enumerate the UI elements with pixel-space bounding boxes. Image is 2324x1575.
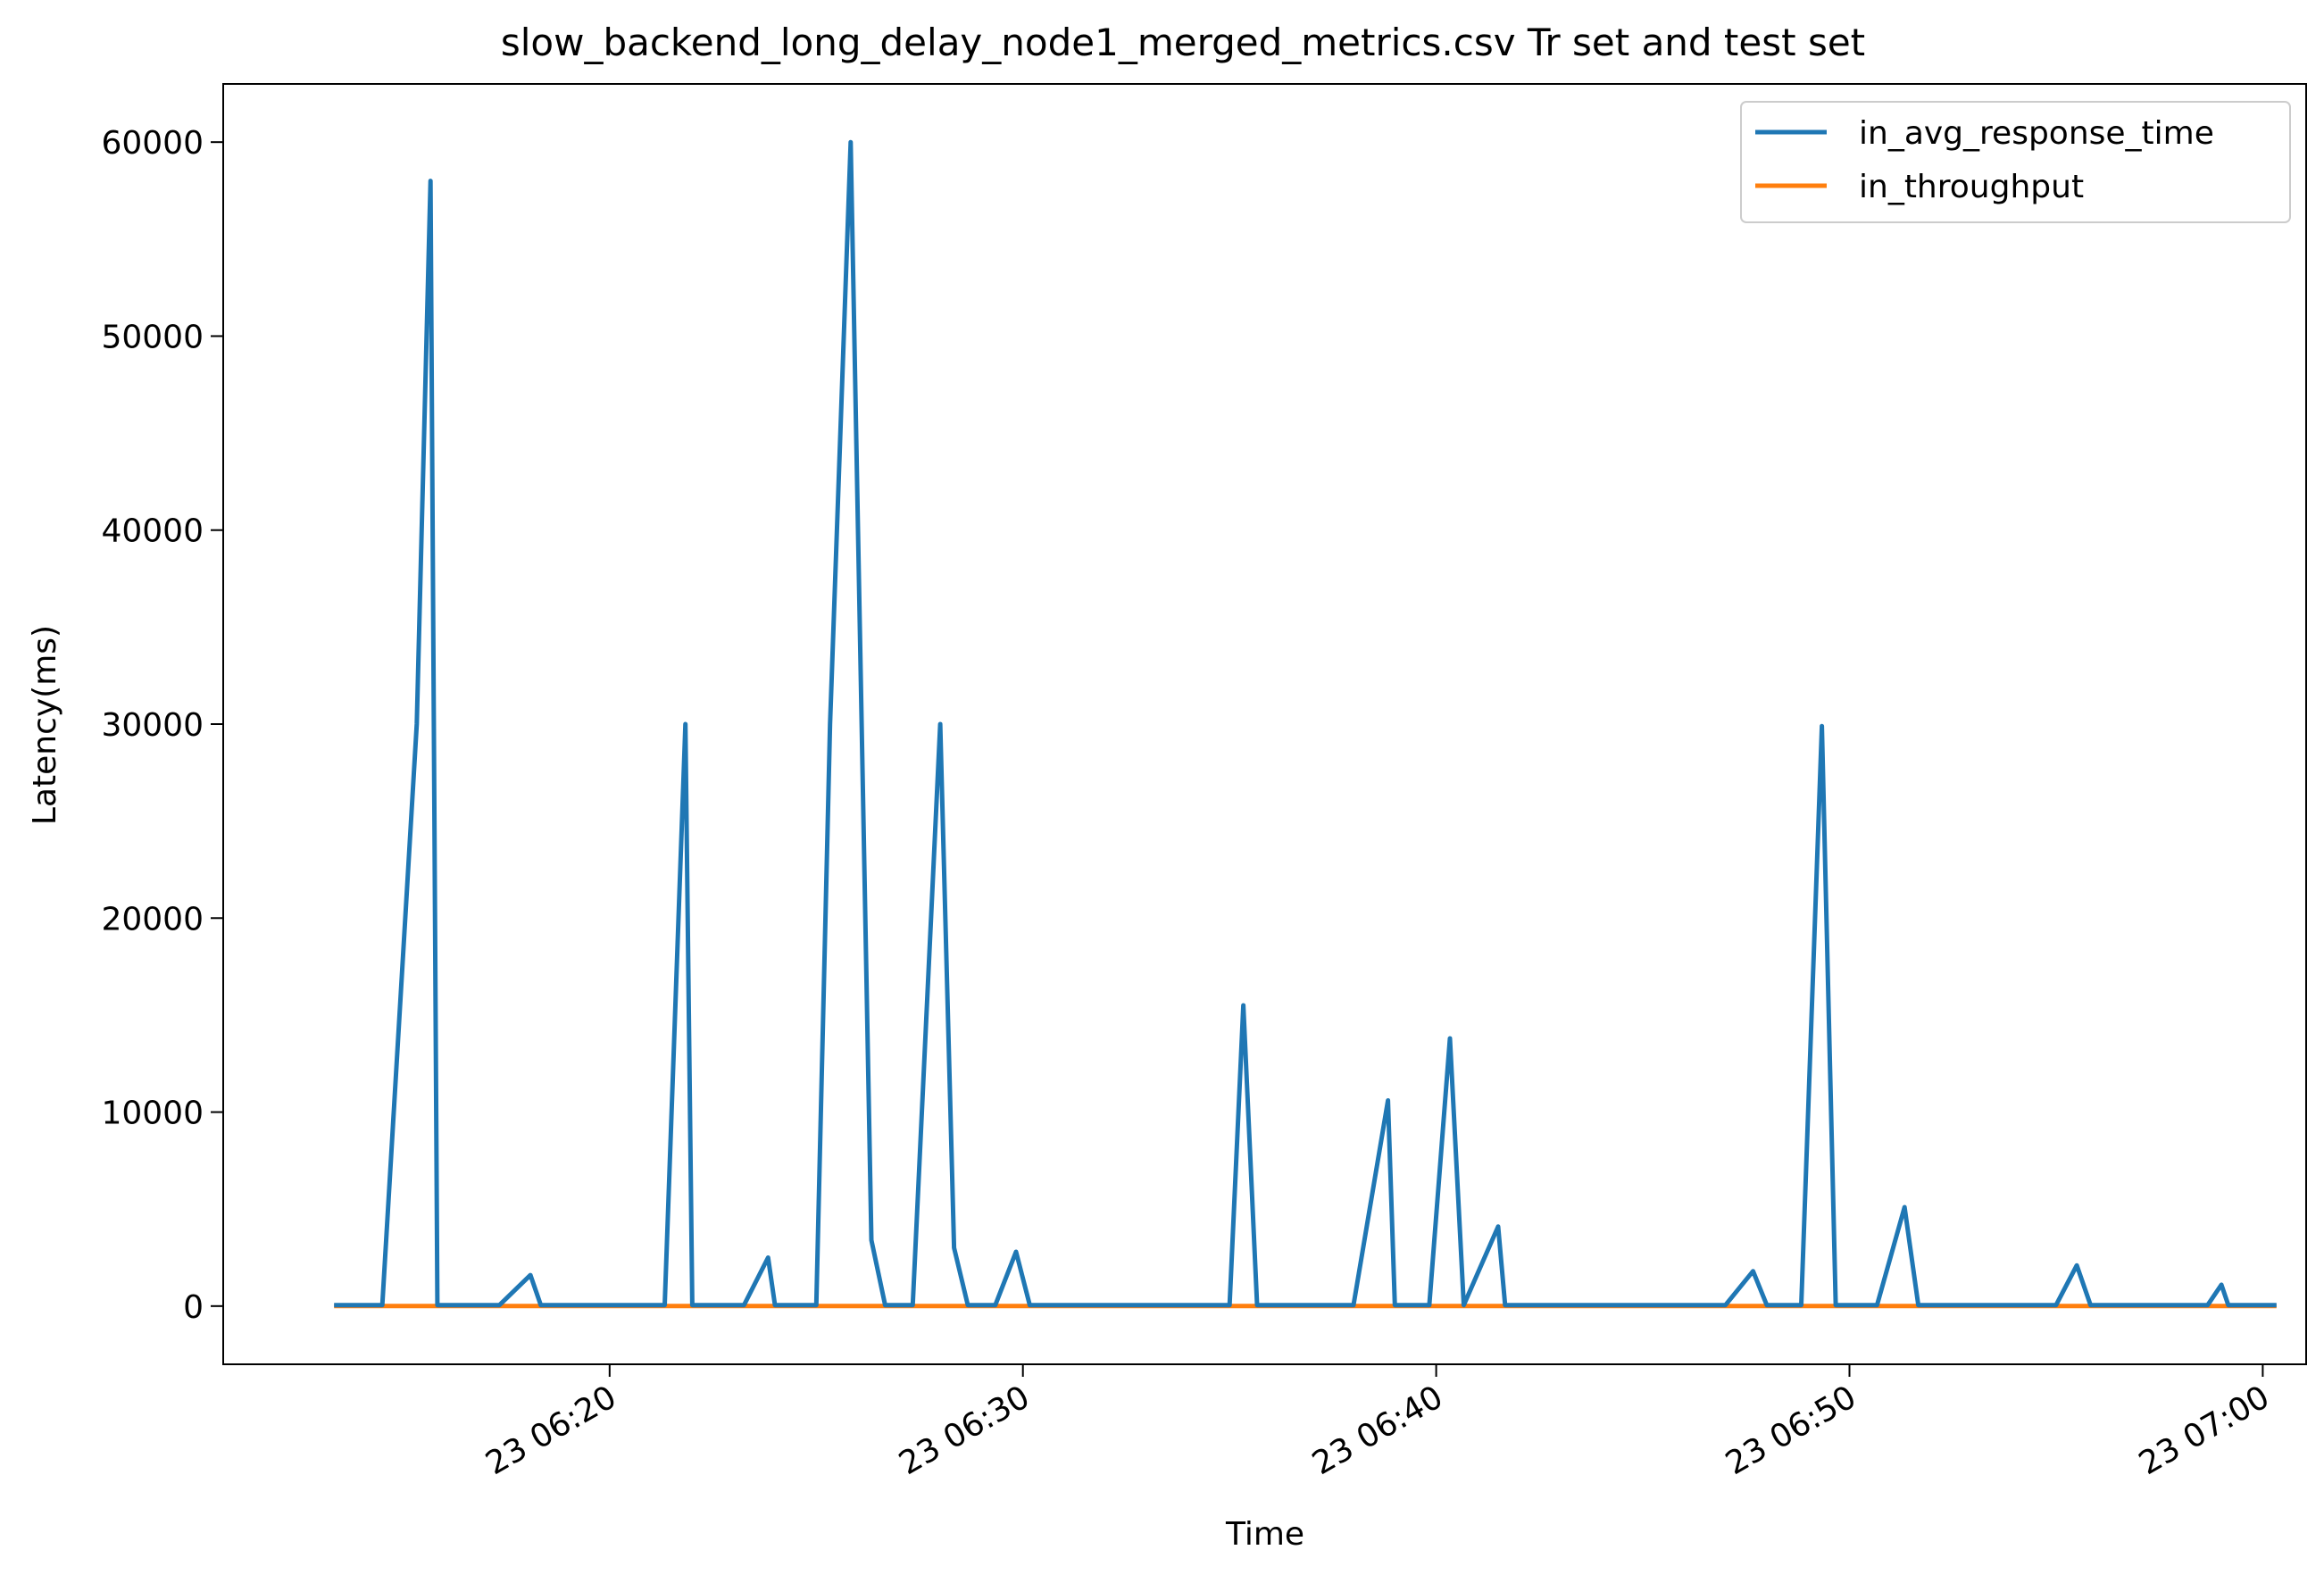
series-line-in-avg-response-time bbox=[334, 139, 2277, 1308]
y-tick-label: 40000 bbox=[101, 513, 204, 550]
y-axis: 0 10000 20000 30000 40000 50000 60000 bbox=[101, 125, 223, 1326]
y-axis-label: Latency(ms) bbox=[27, 625, 63, 825]
y-tick-label: 30000 bbox=[101, 707, 204, 744]
y-tick-label: 50000 bbox=[101, 319, 204, 355]
y-tick-label: 0 bbox=[183, 1289, 204, 1326]
legend-label: in_avg_response_time bbox=[1859, 115, 2214, 152]
y-tick-label: 20000 bbox=[101, 901, 204, 938]
x-axis-label: Time bbox=[1225, 1516, 1304, 1553]
legend-label: in_throughput bbox=[1859, 169, 2084, 205]
plot-area bbox=[334, 139, 2277, 1309]
legend: in_avg_response_time in_throughput bbox=[1740, 101, 2291, 223]
chart-title: slow_backend_long_delay_node1_merged_met… bbox=[501, 21, 1865, 64]
plot-frame bbox=[222, 83, 2307, 1365]
y-tick-label: 60000 bbox=[101, 125, 204, 162]
legend-box bbox=[1740, 101, 2291, 223]
y-tick-label: 10000 bbox=[101, 1096, 204, 1132]
